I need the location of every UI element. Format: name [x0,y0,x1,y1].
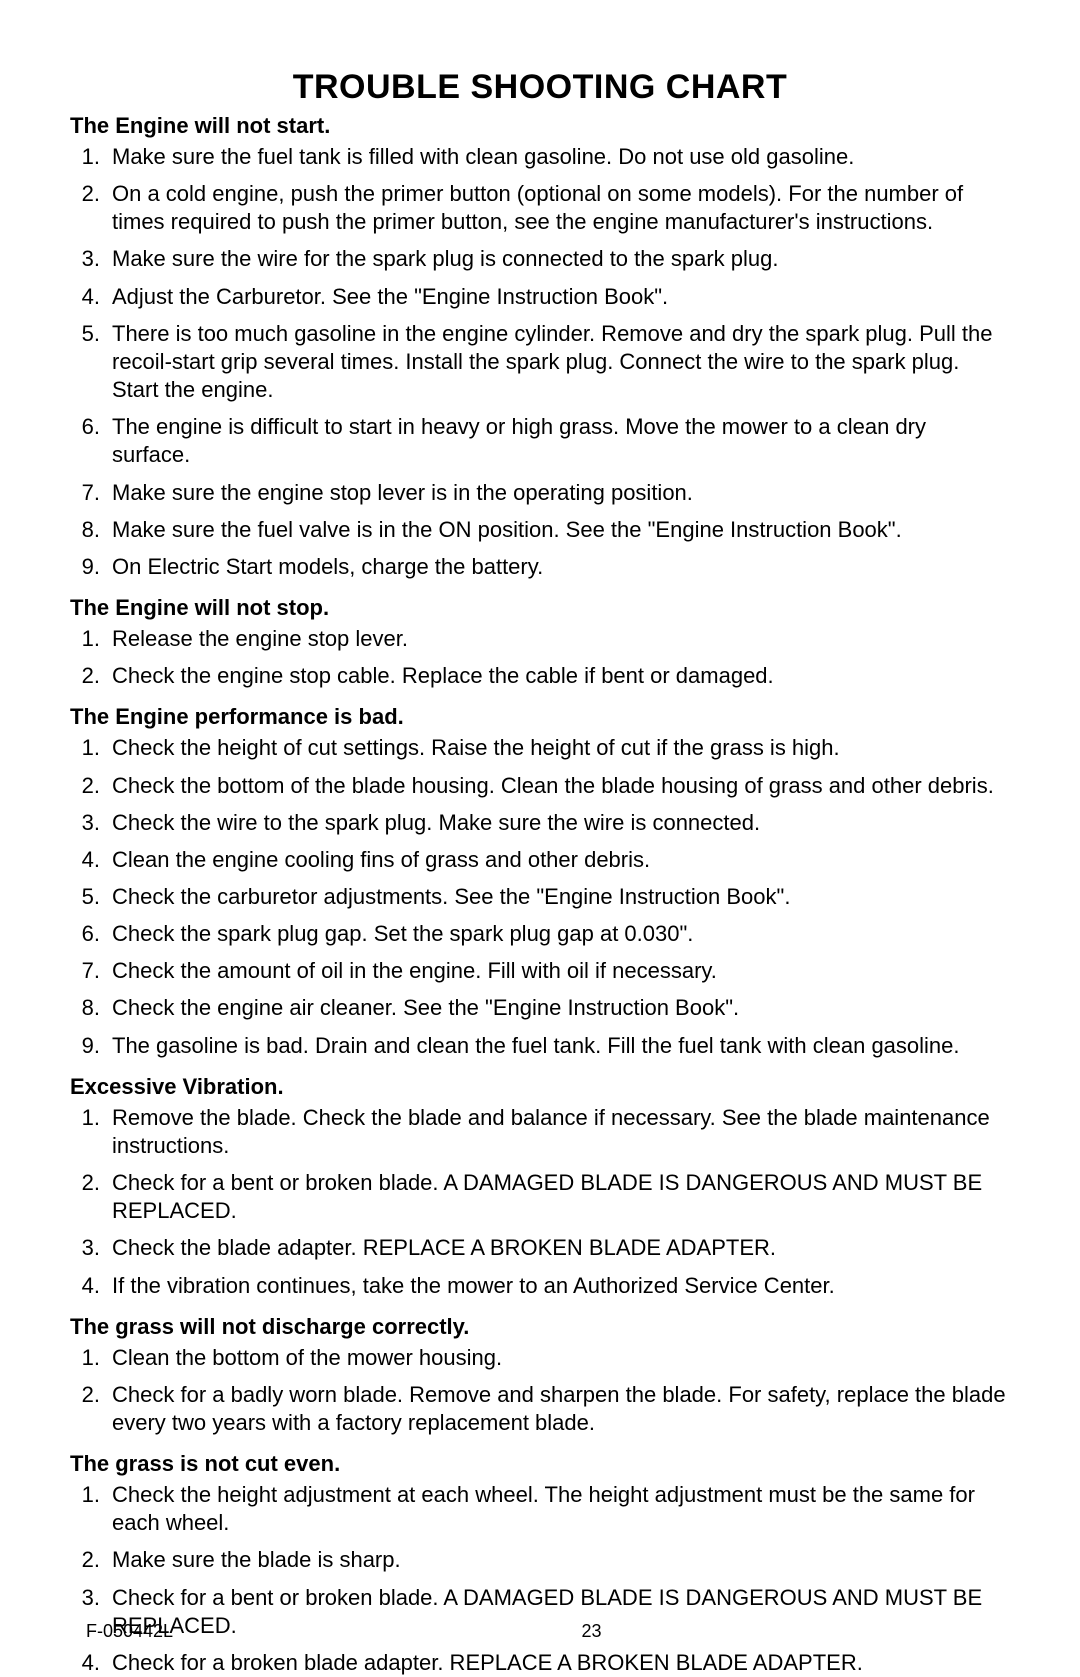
page-title: TROUBLE SHOOTING CHART [70,68,1010,107]
section-list: Check the height adjustment at each whee… [70,1481,1010,1677]
list-item: Adjust the Carburetor. See the "Engine I… [70,283,1010,311]
section-list: Release the engine stop lever. Check the … [70,625,1010,690]
list-item: Clean the bottom of the mower housing. [70,1344,1010,1372]
list-item: The engine is difficult to start in heav… [70,413,1010,469]
list-item: The gasoline is bad. Drain and clean the… [70,1032,1010,1060]
section-heading: The Engine performance is bad. [70,704,1010,730]
list-item: Check the wire to the spark plug. Make s… [70,809,1010,837]
section-list: Clean the bottom of the mower housing. Ch… [70,1344,1010,1437]
section-list: Remove the blade. Check the blade and ba… [70,1104,1010,1300]
list-item: On a cold engine, push the primer button… [70,180,1010,236]
list-item: Check the bottom of the blade housing. C… [70,772,1010,800]
list-item: Check for a badly worn blade. Remove and… [70,1381,1010,1437]
list-item: Make sure the fuel valve is in the ON po… [70,516,1010,544]
list-item: Make sure the wire for the spark plug is… [70,245,1010,273]
list-item: Check for a bent or broken blade. A DAMA… [70,1169,1010,1225]
list-item: If the vibration continues, take the mow… [70,1272,1010,1300]
list-item: Check the amount of oil in the engine. F… [70,957,1010,985]
list-item: Check the height of cut settings. Raise … [70,734,1010,762]
list-item: Make sure the fuel tank is filled with c… [70,143,1010,171]
page-footer: F-050442L 23 [0,1621,1080,1642]
list-item: Check the blade adapter. REPLACE A BROKE… [70,1234,1010,1262]
list-item: Remove the blade. Check the blade and ba… [70,1104,1010,1160]
section-list: Check the height of cut settings. Raise … [70,734,1010,1059]
list-item: Check the engine air cleaner. See the "E… [70,994,1010,1022]
list-item: On Electric Start models, charge the bat… [70,553,1010,581]
page-number: 23 [86,1621,1010,1642]
list-item: Make sure the blade is sharp. [70,1546,1010,1574]
list-item: Release the engine stop lever. [70,625,1010,653]
sections-container: The Engine will not start. Make sure the … [70,113,1010,1677]
section-heading: The Engine will not stop. [70,595,1010,621]
section-heading: The grass will not discharge correctly. [70,1314,1010,1340]
section-list: Make sure the fuel tank is filled with c… [70,143,1010,581]
section-heading: The grass is not cut even. [70,1451,1010,1477]
list-item: Check the carburetor adjustments. See th… [70,883,1010,911]
list-item: Clean the engine cooling fins of grass a… [70,846,1010,874]
list-item: Check for a broken blade adapter. REPLAC… [70,1649,1010,1677]
list-item: Check the engine stop cable. Replace the… [70,662,1010,690]
document-code: F-050442L [86,1621,173,1642]
section-heading: The Engine will not start. [70,113,1010,139]
section-heading: Excessive Vibration. [70,1074,1010,1100]
list-item: Check the spark plug gap. Set the spark … [70,920,1010,948]
list-item: Make sure the engine stop lever is in th… [70,479,1010,507]
list-item: There is too much gasoline in the engine… [70,320,1010,404]
list-item: Check the height adjustment at each whee… [70,1481,1010,1537]
